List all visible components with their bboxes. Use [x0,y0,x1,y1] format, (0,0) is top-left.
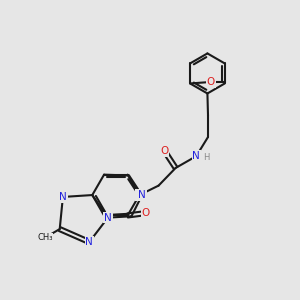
Text: O: O [160,146,169,156]
Text: H: H [203,153,209,162]
Text: O: O [142,208,150,218]
Text: CH₃: CH₃ [37,233,53,242]
Text: N: N [138,190,146,200]
Text: N: N [192,151,200,161]
Text: N: N [59,192,67,202]
Text: N: N [104,213,112,223]
Text: N: N [85,237,93,247]
Text: O: O [207,77,215,87]
Text: N: N [136,190,143,200]
